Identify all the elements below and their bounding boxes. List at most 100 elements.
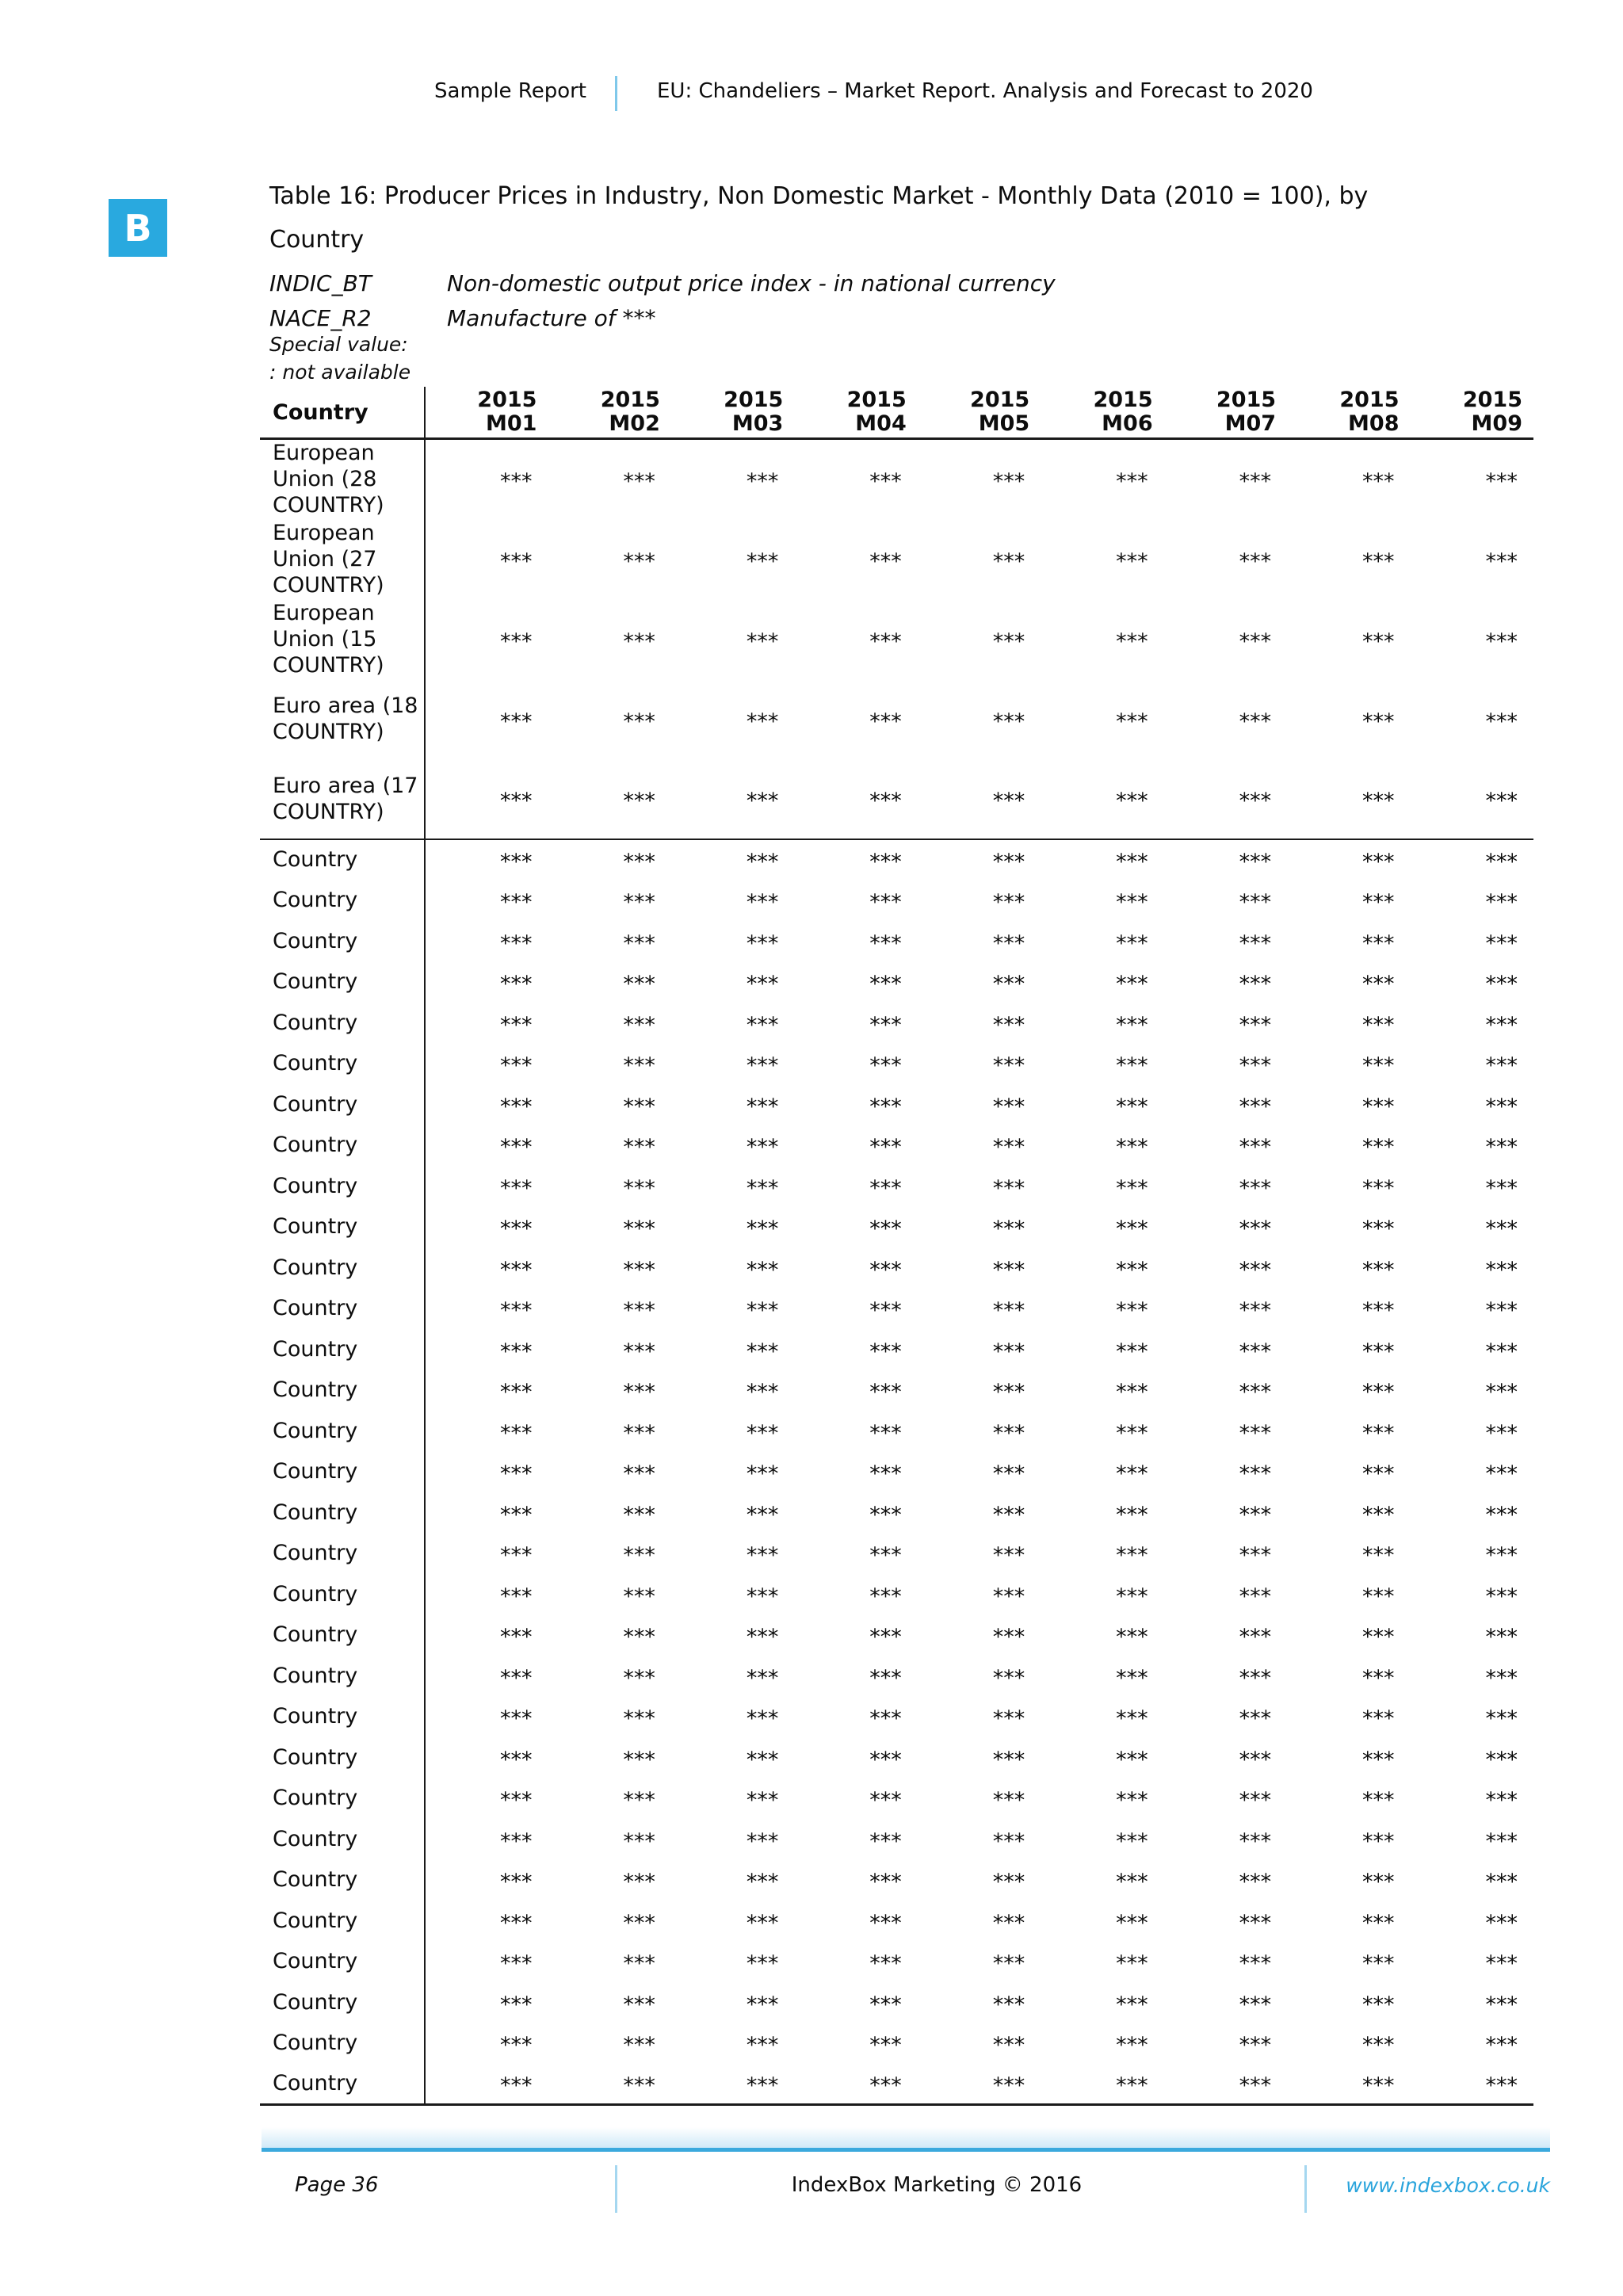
brand-logo: B bbox=[109, 199, 167, 257]
value-cell: *** bbox=[423, 598, 548, 679]
value-cell: *** bbox=[1485, 709, 1518, 734]
value-cell: *** bbox=[992, 1420, 1025, 1446]
value-cell: *** bbox=[623, 1870, 655, 1895]
country-row: Country *** *** *** *** *** *** *** *** *** bbox=[260, 1451, 1533, 1492]
country-row: Country *** *** *** *** *** *** *** *** *** bbox=[260, 1981, 1533, 2023]
value-cell: *** bbox=[992, 1298, 1025, 1324]
row-label-cell: Country bbox=[273, 847, 358, 873]
value-cell: *** bbox=[1116, 1094, 1148, 1119]
value-cell: *** bbox=[1239, 2073, 1272, 2098]
value-cell: *** bbox=[746, 1380, 779, 1405]
value-cell: *** bbox=[423, 1165, 548, 1206]
value-cell: *** bbox=[1116, 1665, 1148, 1690]
value-cell: *** bbox=[992, 709, 1025, 734]
value-cell: *** bbox=[746, 2033, 779, 2058]
value-cell: *** bbox=[1485, 890, 1518, 915]
value-cell: *** bbox=[992, 1053, 1025, 1079]
table-head: Country 2015 M01 2015 M02 2015 M03 2015 M04 2015 M… bbox=[260, 387, 1533, 440]
value-cell: *** bbox=[992, 1828, 1025, 1854]
value-cell: *** bbox=[992, 1175, 1025, 1201]
value-cell: *** bbox=[1485, 1625, 1518, 1650]
value-cell: *** bbox=[1485, 1257, 1518, 1282]
value-cell: *** bbox=[623, 1992, 655, 2017]
value-cell: *** bbox=[1362, 628, 1395, 654]
value-cell: *** bbox=[623, 890, 655, 915]
special-value-label: Special value: bbox=[269, 333, 408, 356]
row-label-cell: Country bbox=[273, 1622, 358, 1648]
region-row: European Union (15 COUNTRY) *** *** *** *** *… bbox=[260, 598, 1533, 679]
value-cell: *** bbox=[1362, 1135, 1395, 1160]
value-cell: *** bbox=[869, 1094, 902, 1119]
value-cell: *** bbox=[746, 1788, 779, 1813]
value-cell: *** bbox=[1239, 1747, 1272, 1772]
value-cell: *** bbox=[1239, 548, 1272, 574]
value-cell: *** bbox=[869, 1584, 902, 1609]
value-cell: *** bbox=[1239, 1257, 1272, 1282]
table-header-month: 2015 M04 bbox=[794, 387, 918, 440]
value-cell: *** bbox=[623, 1257, 655, 1282]
value-cell: *** bbox=[1239, 1012, 1272, 1037]
value-cell: *** bbox=[1116, 1828, 1148, 1854]
value-cell: *** bbox=[869, 850, 902, 875]
row-label-cell: European Union (28 COUNTRY) bbox=[273, 441, 384, 518]
value-cell: *** bbox=[1239, 469, 1272, 495]
table-header-row: Country 2015 M01 2015 M02 2015 M03 2015 M04 2015 M… bbox=[260, 387, 1533, 440]
value-cell: *** bbox=[746, 850, 779, 875]
value-cell: *** bbox=[992, 1788, 1025, 1813]
value-cell: *** bbox=[1485, 1951, 1518, 1977]
value-cell: *** bbox=[1485, 1747, 1518, 1772]
value-cell: *** bbox=[1485, 1339, 1518, 1364]
row-label-cell: Country bbox=[273, 888, 358, 913]
value-cell: *** bbox=[1239, 850, 1272, 875]
value-cell: *** bbox=[869, 1747, 902, 1772]
footer-copyright: IndexBox Marketing © 2016 bbox=[791, 2173, 1083, 2197]
footer-website-link[interactable]: www.indexbox.co.uk bbox=[1346, 2174, 1550, 2197]
value-cell: *** bbox=[623, 1788, 655, 1813]
row-label-cell: Country bbox=[273, 2071, 358, 2095]
row-label-cell: Country bbox=[273, 1051, 358, 1076]
row-label-cell: Country bbox=[273, 928, 358, 953]
row-label-cell: Country bbox=[273, 1744, 358, 1770]
value-cell: *** bbox=[992, 789, 1025, 813]
value-cell: *** bbox=[1116, 1012, 1148, 1037]
value-cell: *** bbox=[869, 628, 902, 654]
country-row: Country *** *** *** *** *** *** *** *** *** bbox=[260, 1818, 1533, 1859]
value-cell: *** bbox=[423, 1410, 548, 1451]
value-cell: *** bbox=[423, 1818, 548, 1859]
value-cell: *** bbox=[1116, 850, 1148, 875]
value-cell: *** bbox=[746, 1665, 779, 1690]
value-cell: *** bbox=[869, 1135, 902, 1160]
table-header-month: 2015 M07 bbox=[1163, 387, 1288, 440]
value-cell: *** bbox=[1485, 1870, 1518, 1895]
value-cell: *** bbox=[1362, 1175, 1395, 1201]
value-cell: *** bbox=[992, 1910, 1025, 1935]
country-row: Country *** *** *** *** *** *** *** *** *** bbox=[260, 1165, 1533, 1206]
country-row: Country *** *** *** *** *** *** *** *** *** bbox=[260, 1859, 1533, 1901]
country-row: Country *** *** *** *** *** *** *** *** *** bbox=[260, 1900, 1533, 1941]
value-cell: *** bbox=[992, 1665, 1025, 1690]
row-label-cell: Country bbox=[273, 1541, 358, 1566]
meta-label-nace: NACE_R2 bbox=[269, 305, 372, 331]
value-cell: *** bbox=[869, 789, 902, 813]
value-cell: *** bbox=[1485, 1910, 1518, 1935]
row-label-cell: Country bbox=[273, 1296, 358, 1321]
country-row: Country *** *** *** *** *** *** *** *** *** bbox=[260, 1328, 1533, 1370]
value-cell: *** bbox=[869, 890, 902, 915]
table-title: Table 16: Producer Prices in Industry, N… bbox=[269, 182, 1369, 254]
value-cell: *** bbox=[623, 2033, 655, 2058]
footer-divider-right bbox=[1304, 2165, 1307, 2213]
value-cell: *** bbox=[1116, 548, 1148, 574]
country-row: Country *** *** *** *** *** *** *** *** *** bbox=[260, 1043, 1533, 1084]
value-cell: *** bbox=[423, 1859, 548, 1901]
value-cell: *** bbox=[423, 678, 548, 759]
value-cell: *** bbox=[623, 1747, 655, 1772]
value-cell: *** bbox=[623, 1217, 655, 1242]
value-cell: *** bbox=[423, 1573, 548, 1614]
value-cell: *** bbox=[423, 1900, 548, 1941]
value-cell: *** bbox=[992, 2033, 1025, 2058]
value-cell: *** bbox=[1485, 1135, 1518, 1160]
country-row: Country *** *** *** *** *** *** *** *** *** bbox=[260, 961, 1533, 1003]
value-cell: *** bbox=[1116, 1910, 1148, 1935]
value-cell: *** bbox=[623, 1828, 655, 1854]
meta-value-indic: Non-domestic output price index - in nat… bbox=[447, 270, 1056, 296]
